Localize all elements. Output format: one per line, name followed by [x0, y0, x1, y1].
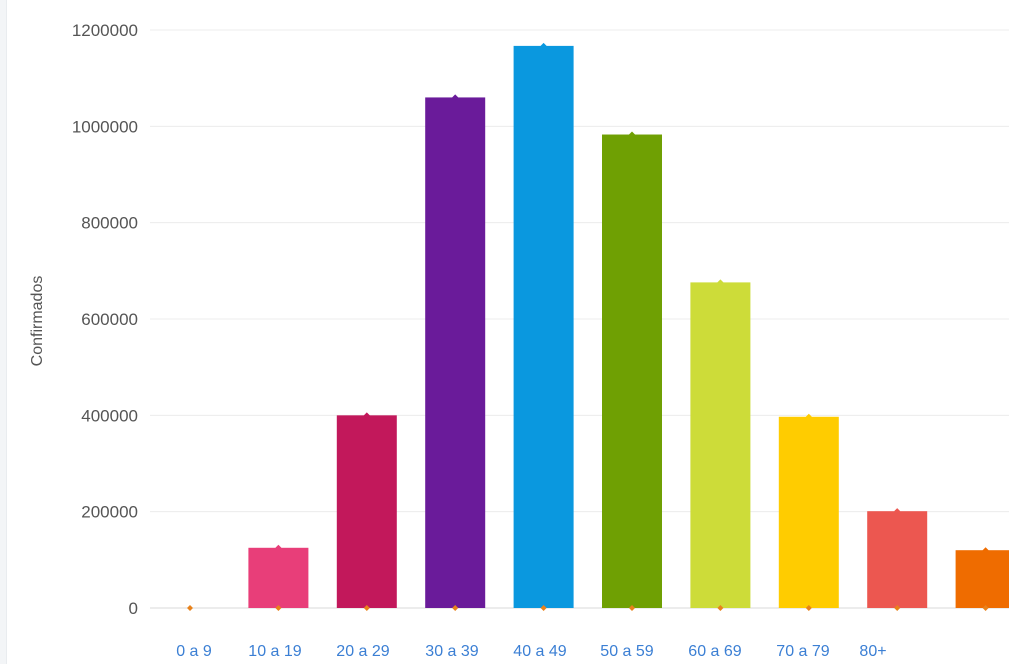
- bar-top-marker: [805, 413, 812, 420]
- y-axis-ticks: 0 200000 400000 600000 800000 1000000 1200000: [72, 21, 138, 618]
- x-tick-label: 0 a 9: [176, 643, 212, 660]
- x-tick-label: 80+: [859, 643, 886, 660]
- bar[interactable]: [778, 416, 839, 608]
- bar-top-marker: [982, 547, 989, 554]
- bars: [248, 45, 1009, 608]
- y-axis-label: Confirmados: [29, 276, 46, 367]
- x-tick-label: 40 a 49: [513, 643, 566, 660]
- bar-top-marker: [540, 42, 547, 49]
- bar[interactable]: [690, 282, 751, 608]
- x-tick-label: 70 a 79: [776, 643, 829, 660]
- bar-top-marker: [363, 412, 370, 419]
- baseline-marker: [805, 605, 812, 611]
- bar[interactable]: [336, 415, 397, 608]
- y-tick-label: 0: [129, 599, 138, 618]
- bar-top-marker: [717, 279, 724, 286]
- gridlines: [150, 29, 1009, 609]
- baseline-marker: [187, 605, 193, 611]
- bar[interactable]: [248, 547, 309, 608]
- bar[interactable]: [425, 97, 486, 608]
- baseline-marker: [629, 605, 635, 611]
- y-tick-label: 600000: [81, 310, 138, 329]
- bar[interactable]: [867, 511, 928, 608]
- baseline-marker: [363, 605, 370, 611]
- bar-top-marker: [275, 544, 282, 551]
- x-axis-ticks: 0 a 9 10 a 19 20 a 29 30 a 39 40 a 49 50 a 59…: [176, 643, 886, 660]
- panel-left-border: [0, 0, 7, 664]
- bar-top-marker: [894, 508, 901, 515]
- y-tick-label: 1200000: [72, 21, 138, 40]
- x-tick-label: 60 a 69: [688, 643, 741, 660]
- y-tick-label: 400000: [81, 406, 138, 425]
- bar[interactable]: [955, 550, 1009, 608]
- x-tick-label: 20 a 29: [336, 643, 389, 660]
- y-tick-label: 800000: [81, 214, 138, 233]
- bar-top-marker: [629, 131, 635, 138]
- x-tick-label: 50 a 59: [600, 643, 653, 660]
- x-tick-label: 30 a 39: [425, 643, 478, 660]
- baseline-marker: [894, 605, 901, 611]
- bar[interactable]: [602, 134, 662, 608]
- baseline-marker: [275, 605, 282, 611]
- baseline-marker: [452, 605, 459, 611]
- baseline-marker: [717, 605, 724, 611]
- y-tick-label: 1000000: [72, 117, 138, 136]
- bar-top-marker: [452, 94, 459, 101]
- baseline-marker: [982, 605, 989, 611]
- x-tick-label: 10 a 19: [248, 643, 301, 660]
- bar-markers: [187, 42, 989, 611]
- baseline-marker: [540, 605, 547, 611]
- y-tick-label: 200000: [81, 503, 138, 522]
- bar[interactable]: [513, 45, 574, 608]
